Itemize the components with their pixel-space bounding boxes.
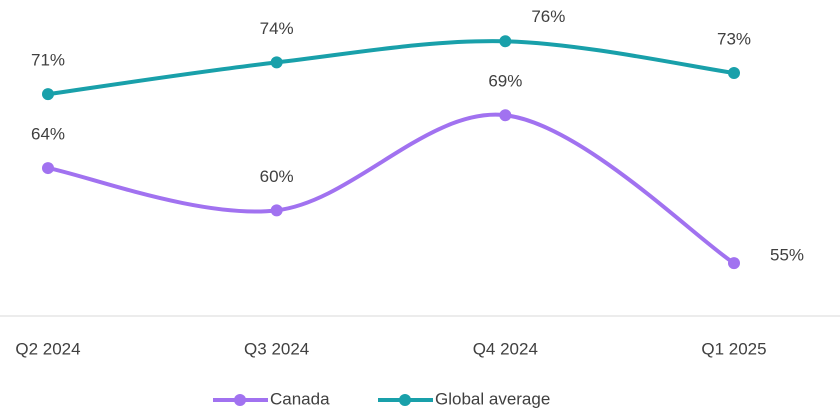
x-tick-label: Q1 2025 [701,339,766,358]
legend-marker [234,394,246,406]
series-line [46,112,736,266]
data-label: 64% [31,125,65,144]
x-tick-label: Q3 2024 [244,339,309,358]
point [499,35,512,48]
x-tick-label: Q4 2024 [473,339,538,358]
legend-marker [399,394,411,406]
series-line [46,39,736,97]
data-label: 55% [770,246,804,265]
data-label: 71% [31,51,65,70]
legend-label: Canada [270,389,330,408]
data-label: 73% [717,29,751,48]
legend-label: Global average [435,389,550,408]
point [728,66,740,79]
data-label: 74% [260,19,294,38]
data-label: 60% [260,167,294,186]
point [270,56,283,69]
point [42,88,54,101]
point [499,109,512,122]
point [42,162,54,175]
data-label: 76% [531,7,565,26]
point [728,257,740,270]
point [270,204,283,217]
x-tick-label: Q2 2024 [15,339,80,358]
data-label: 69% [488,72,522,91]
